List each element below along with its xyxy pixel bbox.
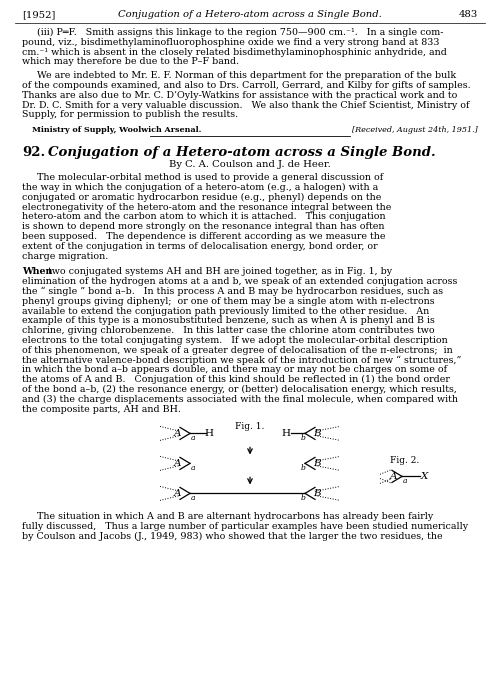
Text: By C. A. Coulson and J. de Heer.: By C. A. Coulson and J. de Heer. <box>169 160 331 169</box>
Text: Dr. D. C. Smith for a very valuable discussion.   We also thank the Chief Scient: Dr. D. C. Smith for a very valuable disc… <box>22 100 469 109</box>
Text: Supply, for permission to publish the results.: Supply, for permission to publish the re… <box>22 111 238 120</box>
Text: example of this type is a monosubstituted benzene, such as when A is phenyl and : example of this type is a monosubstitute… <box>22 316 435 325</box>
Text: B: B <box>313 489 321 498</box>
Text: The situation in which A and B are alternant hydrocarbons has already been fairl: The situation in which A and B are alter… <box>22 513 433 521</box>
Text: conjugated or aromatic hydrocarbon residue (e.g., phenyl) depends on the: conjugated or aromatic hydrocarbon resid… <box>22 193 382 202</box>
Text: which may therefore be due to the P–F band.: which may therefore be due to the P–F ba… <box>22 58 239 67</box>
Text: been supposed.   The dependence is different according as we measure the: been supposed. The dependence is differe… <box>22 232 386 241</box>
Text: fully discussed,   Thus a large number of particular examples have been studied : fully discussed, Thus a large number of … <box>22 522 468 531</box>
Text: Fig. 1.: Fig. 1. <box>236 422 264 431</box>
Text: electronegativity of the hetero-atom and the resonance integral between the: electronegativity of the hetero-atom and… <box>22 202 392 212</box>
Text: (iii) P═F.   Smith assigns this linkage to the region 750—900 cm.⁻¹.   In a sing: (iii) P═F. Smith assigns this linkage to… <box>22 28 444 37</box>
Text: a: a <box>403 477 407 485</box>
Text: the “ single ” bond a–b.   In this process A and B may be hydrocarbon residues, : the “ single ” bond a–b. In this process… <box>22 287 443 296</box>
Text: [Received, August 24th, 1951.]: [Received, August 24th, 1951.] <box>352 126 478 134</box>
Text: a: a <box>191 435 195 443</box>
Text: the atoms of A and B.   Conjugation of this kind should be reflected in (1) the : the atoms of A and B. Conjugation of thi… <box>22 375 450 384</box>
Text: A: A <box>174 429 182 438</box>
Text: cm.⁻¹ which is absent in the closely related bisdimethylaminophosphinic anhydrid: cm.⁻¹ which is absent in the closely rel… <box>22 48 447 56</box>
Text: of this phenomenon, we speak of a greater degree of delocalisation of the π-elec: of this phenomenon, we speak of a greate… <box>22 346 453 355</box>
Text: [1952]: [1952] <box>22 10 56 19</box>
Text: hetero-atom and the carbon atom to which it is attached.   This conjugation: hetero-atom and the carbon atom to which… <box>22 213 386 221</box>
Text: by Coulson and Jacobs (J., 1949, 983) who showed that the larger the two residue: by Coulson and Jacobs (J., 1949, 983) wh… <box>22 532 442 541</box>
Text: available to extend the conjugation path previously limited to the other residue: available to extend the conjugation path… <box>22 307 429 316</box>
Text: extent of the conjugation in terms of delocalisation energy, bond order, or: extent of the conjugation in terms of de… <box>22 242 378 251</box>
Text: The molecular-orbital method is used to provide a general discussion of: The molecular-orbital method is used to … <box>22 173 384 182</box>
Text: is shown to depend more strongly on the resonance integral than has often: is shown to depend more strongly on the … <box>22 222 384 232</box>
Text: H: H <box>204 429 214 438</box>
Text: A: A <box>174 489 182 498</box>
Text: and (3) the charge displacements associated with the final molecule, when compar: and (3) the charge displacements associa… <box>22 394 458 404</box>
Text: a: a <box>191 464 195 473</box>
Text: b: b <box>300 464 306 473</box>
Text: elimination of the hydrogen atoms at a and b, we speak of an extended conjugatio: elimination of the hydrogen atoms at a a… <box>22 277 458 287</box>
Text: Conjugation of a Hetero-atom across a Single Bond.: Conjugation of a Hetero-atom across a Si… <box>48 146 436 159</box>
Text: A: A <box>174 459 182 468</box>
Text: in which the bond a–b appears double, and there may or may not be charges on som: in which the bond a–b appears double, an… <box>22 365 447 374</box>
Text: H: H <box>282 429 290 438</box>
Text: phenyl groups giving diphenyl;  or one of them may be a single atom with π-elect: phenyl groups giving diphenyl; or one of… <box>22 297 434 306</box>
Text: We are indebted to Mr. E. F. Norman of this department for the preparation of th: We are indebted to Mr. E. F. Norman of t… <box>22 71 456 80</box>
Text: Ministry of Supply, Woolwich Arsenal.: Ministry of Supply, Woolwich Arsenal. <box>32 126 202 134</box>
Text: Fig. 2.: Fig. 2. <box>390 456 420 465</box>
Text: the way in which the conjugation of a hetero-atom (e.g., a halogen) with a: the way in which the conjugation of a he… <box>22 183 378 192</box>
Text: A: A <box>390 472 398 481</box>
Text: two conjugated systems AH and BH are joined together, as in Fig. 1, by: two conjugated systems AH and BH are joi… <box>48 268 392 276</box>
Text: charge migration.: charge migration. <box>22 252 108 261</box>
Text: X: X <box>420 472 428 481</box>
Text: Thanks are also due to Mr. C. D’Oyly-Watkins for assistance with the practical w: Thanks are also due to Mr. C. D’Oyly-Wat… <box>22 91 458 100</box>
Text: Conjugation of a Hetero-atom across a Single Bond.: Conjugation of a Hetero-atom across a Si… <box>118 10 382 19</box>
Text: the alternative valence-bond description we speak of the introduction of new “ s: the alternative valence-bond description… <box>22 356 462 365</box>
Text: chlorine, giving chlorobenzene.   In this latter case the chlorine atom contribu: chlorine, giving chlorobenzene. In this … <box>22 326 434 335</box>
Text: a: a <box>191 494 195 502</box>
Text: b: b <box>300 435 306 443</box>
Text: b: b <box>300 494 306 502</box>
Text: the composite parts, AH and BH.: the composite parts, AH and BH. <box>22 405 181 414</box>
Text: of the compounds examined, and also to Drs. Carroll, Gerrard, and Kilby for gift: of the compounds examined, and also to D… <box>22 81 470 90</box>
Text: 92.: 92. <box>22 146 45 159</box>
Text: 483: 483 <box>459 10 478 19</box>
Text: pound, viz., bisdimethylaminofluorophosphine oxide we find a very strong band at: pound, viz., bisdimethylaminofluorophosp… <box>22 38 440 47</box>
Text: B: B <box>313 429 321 438</box>
Text: When: When <box>22 268 52 276</box>
Text: of the bond a–b, (2) the resonance energy, or (better) delocalisation energy, wh: of the bond a–b, (2) the resonance energ… <box>22 385 457 394</box>
Text: B: B <box>313 459 321 468</box>
Text: electrons to the total conjugating system.   If we adopt the molecular-orbital d: electrons to the total conjugating syste… <box>22 336 448 345</box>
